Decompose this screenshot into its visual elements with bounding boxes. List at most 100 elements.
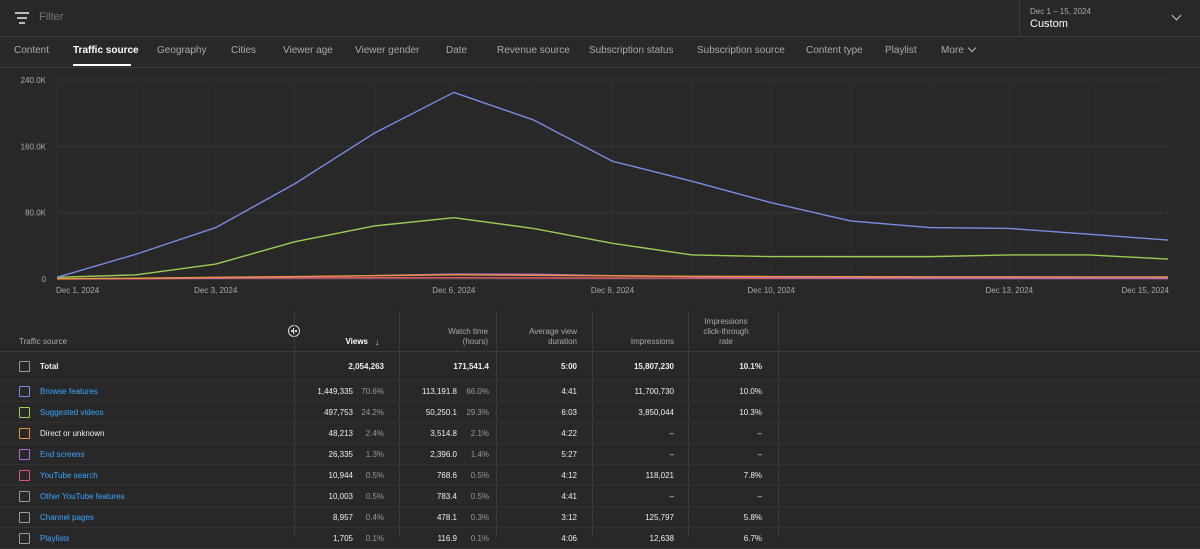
- chevron-down-icon[interactable]: [1171, 10, 1182, 21]
- total-label: Total: [40, 362, 59, 371]
- tab-cities[interactable]: Cities: [231, 45, 257, 56]
- row-avd: 6:03: [561, 408, 577, 417]
- row-source-label[interactable]: Suggested videos: [40, 408, 104, 417]
- tab-content-type[interactable]: Content type: [806, 45, 863, 56]
- row-ctr: –: [757, 429, 762, 438]
- row-views-pct: 1.3%: [365, 450, 384, 459]
- table-row-total: Total 2,054,263 171,541.4 5:00 15,807,23…: [0, 352, 1200, 381]
- row-views-pct: 0.5%: [365, 492, 384, 501]
- row-ctr: 6.7%: [743, 534, 762, 543]
- row-watch-pct: 2.1%: [470, 429, 489, 438]
- row-checkbox[interactable]: [19, 386, 30, 397]
- column-divider: [778, 311, 779, 537]
- x-tick-label: Dec 10, 2024: [747, 286, 795, 295]
- row-source-label[interactable]: Browse features: [40, 387, 98, 396]
- row-ctr: 10.0%: [739, 387, 762, 396]
- row-views-pct: 24.2%: [361, 408, 384, 417]
- row-ctr: 5.8%: [743, 513, 762, 522]
- row-watch-time: 3,514.8: [430, 429, 457, 438]
- row-source-label[interactable]: Channel pages: [40, 513, 94, 522]
- date-range-picker[interactable]: Dec 1 – 15, 2024 Custom: [1019, 0, 1200, 36]
- row-views: 1,449,335: [317, 387, 353, 396]
- table-row: Suggested videos 497,753 24.2% 50,250.1 29.3…: [0, 402, 1200, 423]
- table-row: Other YouTube features 10,003 0.5% 783.4 0.5…: [0, 486, 1200, 507]
- row-views-pct: 0.1%: [365, 534, 384, 543]
- total-watch-time: 171,541.4: [453, 362, 489, 371]
- tab-geography[interactable]: Geography: [157, 45, 207, 56]
- row-checkbox[interactable]: [19, 407, 30, 418]
- row-checkbox[interactable]: [19, 428, 30, 439]
- row-source-label[interactable]: Other YouTube features: [40, 492, 125, 501]
- row-watch-time: 113,191.8: [422, 387, 457, 396]
- tab-subscription-source[interactable]: Subscription source: [697, 45, 785, 56]
- filter-input[interactable]: [39, 11, 439, 23]
- total-checkbox[interactable]: [19, 361, 30, 372]
- date-range-text: Dec 1 – 15, 2024: [1030, 7, 1091, 16]
- row-avd: 4:12: [561, 471, 577, 480]
- row-views: 8,957: [332, 513, 353, 522]
- column-divider: [688, 311, 689, 537]
- row-impressions: 12,638: [649, 534, 674, 543]
- tab-playlist[interactable]: Playlist: [885, 45, 917, 56]
- row-watch-time: 50,250.1: [425, 408, 457, 417]
- row-impressions: 11,700,730: [634, 387, 674, 396]
- x-tick-label: Dec 8, 2024: [591, 286, 635, 295]
- table-row: Direct or unknown 48,213 2.4% 3,514.8 2.1% 4:…: [0, 423, 1200, 444]
- series-line: [56, 274, 1169, 280]
- table-row: YouTube search 10,944 0.5% 768.6 0.5% 4:12 118…: [0, 465, 1200, 486]
- tab-more[interactable]: More: [941, 43, 977, 56]
- header-views[interactable]: Views: [345, 337, 368, 346]
- row-source-label[interactable]: YouTube search: [40, 471, 98, 480]
- sort-down-icon[interactable]: ↓: [375, 337, 380, 347]
- tab-traffic-source[interactable]: Traffic source: [73, 45, 139, 56]
- tab-content[interactable]: Content: [14, 45, 50, 56]
- header-watch-time-line2: (hours): [462, 337, 488, 346]
- tab-viewer-age[interactable]: Viewer age: [283, 45, 333, 56]
- tab-viewer-gender[interactable]: Viewer gender: [355, 45, 420, 56]
- row-ctr: –: [757, 450, 762, 459]
- row-watch-time: 783.4: [436, 492, 457, 501]
- header-avg-view-duration[interactable]: Average view duration: [495, 327, 577, 347]
- tab-date[interactable]: Date: [446, 45, 468, 56]
- traffic-line-chart: 0 80.0K 160.0K 240.0K Dec 1, 2024 Dec 3, 2024…: [21, 76, 1170, 295]
- row-watch-pct: 0.5%: [470, 492, 489, 501]
- header-ctr[interactable]: Impressions click-through rate: [690, 317, 762, 347]
- row-watch-time: 2,396.0: [430, 450, 457, 459]
- row-source-label[interactable]: End screens: [40, 450, 85, 459]
- row-watch-pct: 0.1%: [470, 534, 489, 543]
- header-avd-line1: Average view: [529, 327, 577, 336]
- column-divider: [294, 311, 295, 537]
- row-checkbox[interactable]: [19, 533, 30, 544]
- header-ctr-line3: rate: [719, 337, 733, 346]
- top-bar: Dec 1 – 15, 2024 Custom: [0, 0, 1200, 37]
- total-views: 2,054,263: [348, 362, 384, 371]
- tab-subscription-status[interactable]: Subscription status: [589, 45, 674, 56]
- row-watch-time: 768.6: [436, 471, 457, 480]
- row-watch-pct: 29.3%: [466, 408, 489, 417]
- row-watch-pct: 0.5%: [470, 471, 489, 480]
- row-avd: 4:22: [561, 429, 577, 438]
- row-source-label[interactable]: Playlists: [40, 534, 70, 543]
- header-traffic-source[interactable]: Traffic source: [19, 337, 68, 346]
- table-row: End screens 26,335 1.3% 2,396.0 1.4% 5:27 – –: [0, 444, 1200, 465]
- row-ctr: –: [757, 492, 762, 501]
- row-checkbox[interactable]: [19, 491, 30, 502]
- tab-more-label: More: [941, 45, 964, 56]
- row-impressions: –: [669, 492, 674, 501]
- y-tick-label: 80.0K: [25, 209, 47, 218]
- row-views: 48,213: [328, 429, 353, 438]
- table-row: Playlists 1,705 0.1% 116.9 0.1% 4:06 12,638 6.7…: [0, 528, 1200, 549]
- row-impressions: –: [669, 429, 674, 438]
- tab-revenue-source[interactable]: Revenue source: [497, 45, 570, 56]
- row-checkbox[interactable]: [19, 449, 30, 460]
- row-impressions: 3,850,044: [638, 408, 674, 417]
- row-checkbox[interactable]: [19, 512, 30, 523]
- header-impressions[interactable]: Impressions: [630, 337, 674, 346]
- row-impressions: 125,797: [645, 513, 674, 522]
- row-watch-time: 478.1: [436, 513, 457, 522]
- row-watch-pct: 1.4%: [470, 450, 489, 459]
- filter-icon[interactable]: [15, 12, 29, 24]
- row-checkbox[interactable]: [19, 470, 30, 481]
- row-views: 10,003: [328, 492, 353, 501]
- header-watch-time[interactable]: Watch time (hours): [400, 327, 488, 347]
